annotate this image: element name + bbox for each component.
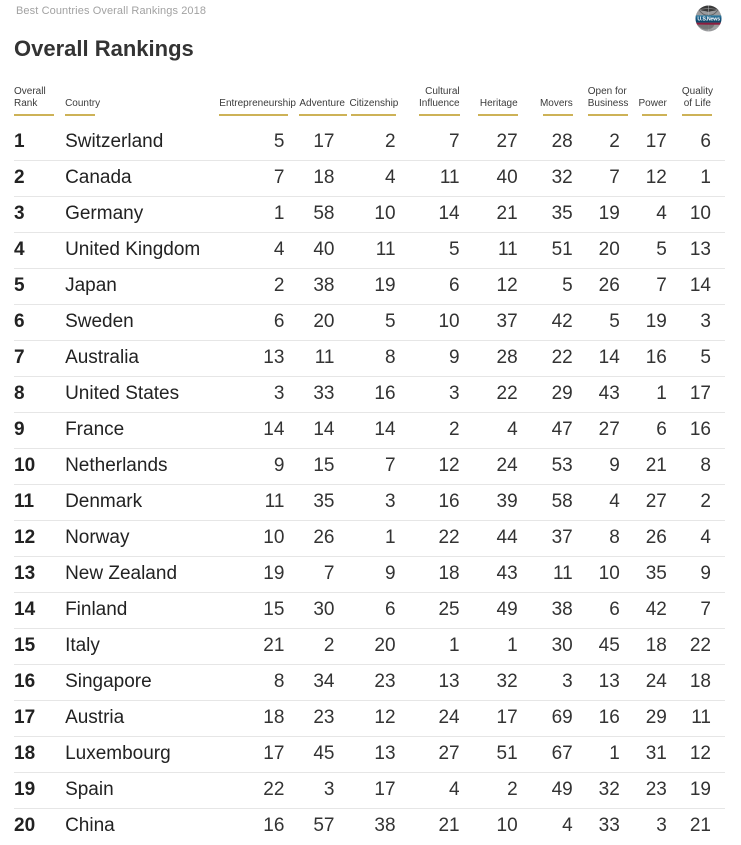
svg-text:U.S.News: U.S.News (697, 16, 720, 22)
